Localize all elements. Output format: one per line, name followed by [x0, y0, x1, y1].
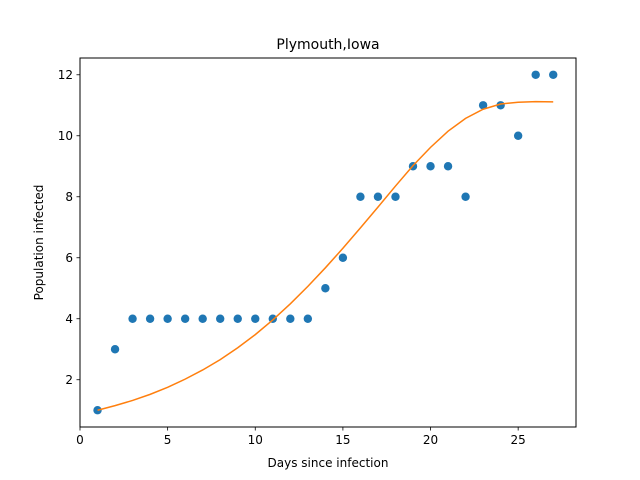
x-tick-label: 20 — [423, 433, 438, 447]
data-point — [286, 314, 295, 323]
data-point — [303, 314, 313, 323]
data-point — [426, 162, 435, 171]
chart-title: Plymouth,Iowa — [276, 37, 379, 53]
x-tick-label: 5 — [164, 433, 172, 447]
data-point — [198, 314, 207, 323]
data-point — [513, 131, 523, 140]
y-axis: 2 4 6 8 10 12 — [58, 68, 80, 387]
x-tick-label: 0 — [76, 433, 84, 447]
data-point — [356, 192, 365, 201]
plot-frame — [79, 57, 577, 428]
y-tick-label: 4 — [65, 312, 73, 326]
data-point — [145, 314, 155, 323]
data-point — [233, 314, 242, 323]
x-tick-label: 15 — [335, 433, 350, 447]
data-point — [251, 314, 260, 323]
y-tick-label: 10 — [58, 129, 73, 143]
data-point — [216, 314, 225, 323]
y-tick-label: 6 — [65, 251, 73, 265]
fit-line — [97, 100, 554, 411]
data-point — [180, 314, 190, 323]
plot-area — [93, 70, 558, 415]
data-point — [373, 192, 383, 201]
data-point — [531, 70, 540, 79]
y-tick-label: 2 — [65, 373, 73, 387]
x-tick-label: 25 — [511, 433, 526, 447]
data-point — [391, 192, 400, 201]
x-axis: 0 5 10 15 20 25 — [76, 427, 526, 447]
data-point — [110, 345, 120, 354]
x-axis-label: Days since infection — [268, 456, 389, 470]
data-point — [128, 314, 137, 323]
data-point — [321, 284, 330, 293]
data-point — [461, 192, 470, 201]
data-point — [478, 101, 488, 110]
y-tick-label: 12 — [58, 68, 73, 82]
x-tick-label: 10 — [248, 433, 263, 447]
y-axis-label: Population infected — [32, 185, 46, 301]
y-tick-label: 8 — [65, 190, 73, 204]
data-point — [443, 162, 453, 171]
data-point — [338, 253, 348, 262]
data-point — [549, 70, 558, 79]
data-point — [163, 314, 172, 323]
